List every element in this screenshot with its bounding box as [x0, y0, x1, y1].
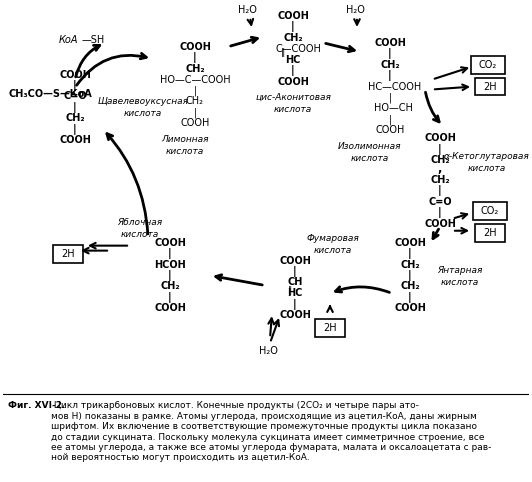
Text: |: | — [73, 124, 77, 135]
Text: C=O: C=O — [428, 197, 452, 207]
Text: ,: , — [438, 164, 442, 174]
Text: —SH: —SH — [81, 35, 105, 45]
Text: |: | — [168, 248, 172, 259]
Text: C=O: C=O — [63, 92, 87, 102]
Text: COOH: COOH — [154, 238, 186, 248]
Text: Фиг. XVI-2.: Фиг. XVI-2. — [8, 402, 65, 410]
Text: CH₂: CH₂ — [185, 64, 205, 74]
Text: COOH: COOH — [424, 219, 456, 229]
Bar — [475, 78, 505, 95]
Text: Яблочная: Яблочная — [118, 218, 163, 228]
Text: HC: HC — [285, 54, 301, 65]
Text: CH₂: CH₂ — [283, 33, 303, 43]
Text: кислота: кислота — [124, 109, 162, 118]
Text: CH₂: CH₂ — [400, 281, 420, 292]
Text: |: | — [388, 92, 392, 103]
Text: COOH: COOH — [394, 238, 426, 248]
Text: H₂O: H₂O — [259, 346, 277, 356]
Text: кислота: кислота — [274, 105, 312, 114]
Text: COOH: COOH — [59, 135, 91, 145]
Text: |: | — [388, 70, 392, 81]
Text: |: | — [193, 107, 197, 118]
Text: Фумаровая: Фумаровая — [306, 234, 360, 243]
Text: COOH: COOH — [180, 118, 210, 128]
Text: CH₃CO—S—КоА: CH₃CO—S—КоА — [8, 90, 92, 99]
Text: CH: CH — [287, 278, 303, 287]
Text: CH₂: CH₂ — [160, 281, 180, 292]
Text: α-Кетоглутаровая: α-Кетоглутаровая — [444, 152, 530, 161]
Text: цис-Аконитовая: цис-Аконитовая — [255, 93, 331, 102]
Text: Лимонная: Лимонная — [161, 135, 209, 144]
Text: |: | — [388, 48, 392, 59]
Bar — [471, 56, 505, 74]
Text: кислота: кислота — [166, 147, 204, 156]
Text: |: | — [73, 80, 77, 91]
Text: COOH: COOH — [154, 303, 186, 313]
Text: HC: HC — [287, 288, 303, 298]
Text: кислота: кислота — [351, 154, 389, 162]
Text: COOH: COOH — [375, 125, 405, 135]
Text: CH₂: CH₂ — [186, 96, 204, 107]
Text: COOH: COOH — [179, 42, 211, 52]
Text: |: | — [168, 292, 172, 303]
Text: 2H: 2H — [483, 81, 497, 92]
Text: COOH: COOH — [59, 69, 91, 80]
Text: |: | — [408, 270, 412, 281]
Text: CO₂: CO₂ — [479, 60, 497, 69]
Text: Изолимонная: Изолимонная — [338, 142, 402, 151]
Text: CH₂: CH₂ — [380, 60, 400, 69]
Text: кислота: кислота — [314, 246, 352, 255]
Bar — [475, 224, 505, 241]
Text: HCOH: HCOH — [154, 259, 186, 269]
Text: кислота: кислота — [121, 230, 159, 239]
Text: COOH: COOH — [424, 133, 456, 143]
Text: |: | — [438, 186, 442, 197]
Text: КоА: КоА — [58, 35, 78, 45]
Text: |: | — [408, 248, 412, 259]
Text: |: | — [438, 207, 442, 218]
Bar — [53, 245, 83, 263]
Text: CH₂: CH₂ — [430, 155, 450, 165]
Text: Цикл трикарбоновых кислот. Конечные продукты (2CO₂ и четыре пары ато-
мов H) пок: Цикл трикарбоновых кислот. Конечные прод… — [51, 402, 492, 462]
Text: H₂O: H₂O — [238, 5, 256, 15]
Text: HC—COOH: HC—COOH — [368, 81, 422, 92]
Text: C—COOH: C—COOH — [275, 44, 321, 54]
Text: |: | — [293, 299, 297, 310]
Text: |: | — [193, 85, 197, 96]
Text: COOH: COOH — [279, 255, 311, 266]
Text: 2H: 2H — [61, 249, 75, 259]
Text: CO₂: CO₂ — [481, 206, 499, 216]
Text: COOH: COOH — [394, 303, 426, 313]
Bar — [315, 319, 345, 337]
Text: COOH: COOH — [277, 11, 309, 21]
Text: |: | — [388, 114, 392, 124]
Text: H₂O: H₂O — [346, 5, 364, 15]
Text: COOH: COOH — [374, 38, 406, 48]
Text: 2H: 2H — [483, 228, 497, 238]
Text: кислота: кислота — [468, 163, 506, 173]
Text: COOH: COOH — [279, 310, 311, 320]
Text: |: | — [168, 270, 172, 281]
Text: |: | — [438, 144, 442, 155]
Text: |: | — [408, 292, 412, 303]
Text: COOH: COOH — [277, 77, 309, 87]
Text: HO—CH: HO—CH — [373, 104, 412, 113]
Text: кислота: кислота — [441, 278, 479, 287]
Text: HO—C—COOH: HO—C—COOH — [160, 75, 230, 84]
Text: CH₂: CH₂ — [430, 175, 450, 185]
Text: |: | — [291, 21, 295, 32]
Text: Янтарная: Янтарная — [437, 266, 483, 275]
Text: ‖: ‖ — [288, 286, 292, 295]
Text: |: | — [73, 102, 77, 113]
Text: ‖: ‖ — [281, 48, 285, 57]
Text: 2H: 2H — [323, 323, 337, 333]
Text: CH₂: CH₂ — [400, 259, 420, 269]
Text: |: | — [291, 65, 295, 76]
Text: CH₂: CH₂ — [65, 113, 85, 123]
Text: Щавелевоуксусная: Щавелевоуксусная — [97, 97, 188, 106]
Text: |: | — [293, 266, 297, 277]
Bar — [473, 202, 507, 220]
Text: |: | — [193, 52, 197, 63]
